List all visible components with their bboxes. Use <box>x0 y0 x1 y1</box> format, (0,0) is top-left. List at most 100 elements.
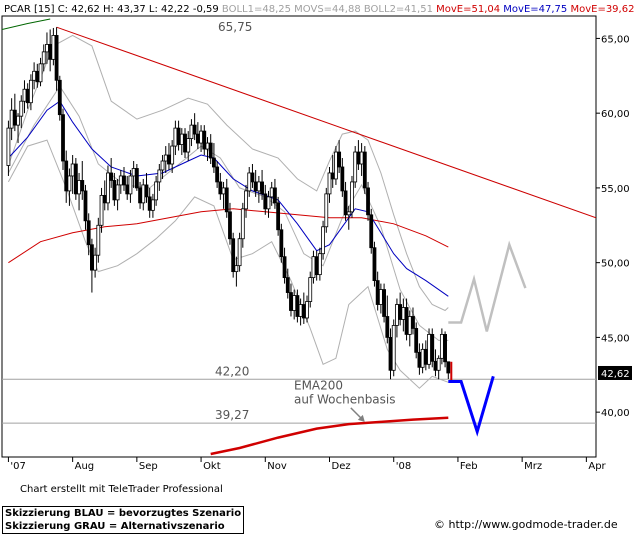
candle <box>362 146 367 194</box>
candle-body <box>205 142 210 150</box>
candle <box>317 247 322 281</box>
candle <box>234 256 239 287</box>
last-value-box <box>598 365 632 380</box>
candle-body <box>395 304 399 326</box>
candle <box>106 165 110 211</box>
candle-body <box>170 145 175 165</box>
candle-body <box>330 172 335 180</box>
candle <box>19 95 24 129</box>
candle <box>285 268 290 299</box>
candle-body <box>375 280 380 305</box>
candle-body <box>212 157 216 168</box>
candle-body <box>256 181 261 192</box>
header-item: MovE=51,04 <box>433 4 500 15</box>
candle-body <box>93 254 98 271</box>
candle <box>240 202 245 248</box>
bollinger-layer <box>7 34 449 389</box>
x-tick-label: '08 <box>396 461 411 472</box>
candle-body <box>423 348 428 365</box>
candle-body <box>240 208 245 240</box>
ema-red <box>8 208 449 264</box>
candle <box>231 232 236 278</box>
x-tick-label: Nov <box>267 461 287 472</box>
candle-body <box>35 70 40 83</box>
candle-body <box>167 154 171 165</box>
candle <box>324 187 329 233</box>
candle <box>334 146 338 185</box>
candle-body <box>195 133 200 144</box>
candle-body <box>12 109 17 126</box>
candle <box>151 193 155 218</box>
candle <box>99 187 104 233</box>
candle <box>430 328 435 368</box>
hline-label-1: 39,27 <box>215 408 249 422</box>
candle-body <box>208 142 213 159</box>
candle <box>67 168 72 206</box>
header-item: MovE=39,62 <box>567 4 634 15</box>
candle-body <box>436 357 441 371</box>
candle-body <box>353 151 358 183</box>
candle-body <box>144 184 149 198</box>
candle-body <box>157 169 162 183</box>
candle-body <box>189 124 194 139</box>
candle-body <box>260 181 264 195</box>
candle-body <box>247 172 252 192</box>
candle-body <box>401 307 406 320</box>
candle-body <box>16 115 20 126</box>
candle <box>305 295 309 323</box>
candle-body <box>51 35 56 60</box>
candle-body <box>263 193 268 210</box>
bollinger-mid <box>7 85 449 341</box>
candle <box>154 175 159 206</box>
candle-body <box>141 184 146 204</box>
candle-body <box>118 175 123 186</box>
legend-grey: Skizzierung GRAU = Alternativszenario <box>5 521 225 532</box>
candle <box>170 140 175 173</box>
y-tick-label: 40,00 <box>601 408 630 419</box>
x-tick-label: Dez <box>332 461 351 472</box>
candle <box>343 181 348 221</box>
candle <box>436 355 441 380</box>
candle-body <box>321 226 325 255</box>
candle-body <box>154 181 159 201</box>
candle <box>266 190 271 218</box>
candle-body <box>289 292 293 311</box>
candle-body <box>446 361 451 374</box>
candle-body <box>45 44 49 53</box>
candle-body <box>269 187 274 198</box>
candle <box>250 163 255 188</box>
source-url[interactable]: http://www.godmode-trader.de <box>448 518 618 531</box>
candle-body <box>151 199 155 211</box>
candle-body <box>340 166 345 192</box>
candle <box>308 271 313 308</box>
scenario-legend: Skizzierung BLAU = bevorzugtes Szenario … <box>2 506 245 534</box>
y-tick-label: 50,00 <box>601 259 630 270</box>
candle-body <box>285 277 290 293</box>
candle <box>134 163 139 191</box>
candle-body <box>327 172 332 195</box>
header-symbol: PCAR [15] <box>4 4 55 15</box>
annotation-line-0: EMA200 <box>294 379 343 393</box>
candle-body <box>90 244 94 271</box>
credit-text: Chart erstellt mit TeleTrader Profession… <box>20 484 223 495</box>
candle-body <box>202 130 207 150</box>
candle-body <box>173 127 178 147</box>
candle <box>321 220 325 260</box>
candle <box>186 131 191 162</box>
candle <box>61 108 65 170</box>
candle-body <box>115 184 120 201</box>
candle-body <box>131 168 136 177</box>
candle <box>144 172 149 203</box>
candle-body <box>273 187 277 204</box>
candle <box>273 178 277 209</box>
x-tick-label: '07 <box>10 461 25 472</box>
candle <box>115 178 120 211</box>
candle-body <box>443 334 447 363</box>
candle-body <box>356 151 361 165</box>
candle <box>41 44 46 72</box>
y-tick-label: 60,00 <box>601 109 630 120</box>
candle-body <box>61 114 65 162</box>
candle-body <box>128 175 133 195</box>
candle-body <box>67 175 72 192</box>
